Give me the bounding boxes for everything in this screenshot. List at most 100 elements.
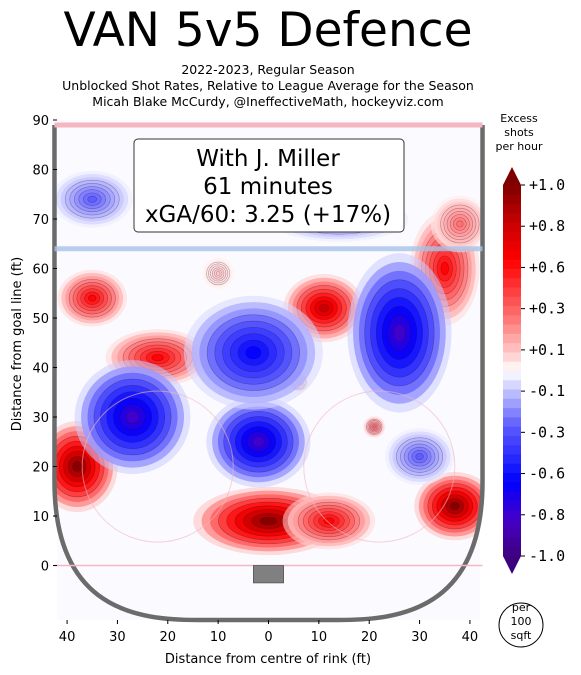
colorbar-step: [503, 537, 521, 548]
heat-contour: [440, 261, 449, 276]
heat-contour: [72, 461, 82, 472]
heat-contour: [245, 346, 262, 360]
annotation-box-frame: [133, 138, 405, 233]
colorbar-step: [503, 426, 521, 436]
heat-contour: [87, 195, 98, 203]
heat-contour: [415, 453, 424, 461]
y-tick-label: 20: [32, 461, 49, 476]
colorbar-step: [503, 324, 521, 334]
colorbar-step: [503, 509, 521, 520]
colorbar-label: -0.1: [529, 382, 565, 400]
heat-contour: [456, 220, 464, 228]
colorbar-step: [503, 333, 521, 344]
colorbar-step: [503, 203, 521, 214]
chart-title: VAN 5v5 Defence: [63, 3, 473, 58]
heat-hotspot: [362, 415, 386, 439]
x-tick-label: 20: [160, 630, 177, 645]
x-tick-label: 30: [109, 630, 126, 645]
colorbar-step: [503, 185, 521, 195]
colorbar-step: [503, 222, 521, 232]
annotation-player: With J. Miller: [196, 146, 340, 172]
colorbar-step: [503, 296, 521, 307]
y-tick-label: 60: [32, 263, 49, 278]
colorbar-label: +0.3: [529, 300, 565, 318]
colorbar-step: [503, 314, 521, 325]
colorbar-step: [503, 361, 521, 371]
y-tick-label: 80: [32, 164, 49, 179]
colorbar-step: [503, 342, 521, 353]
heat-contour: [393, 323, 406, 343]
heat-contour: [450, 502, 460, 511]
colorbar-step: [503, 491, 521, 501]
unit-badge: per 100 sqft: [498, 601, 544, 648]
y-tick-label: 0: [41, 560, 49, 575]
y-tick-label: 10: [32, 510, 49, 525]
colorbar-label: -0.6: [529, 465, 565, 483]
colorbar-step: [503, 518, 521, 529]
heat-contour: [88, 294, 97, 302]
colorbar-step: [503, 305, 521, 316]
colorbar-step: [503, 268, 521, 279]
x-tick-label: 10: [210, 630, 227, 645]
colorbar-step: [503, 351, 521, 362]
heat-hotspot: [414, 471, 483, 541]
colorbar-step: [503, 398, 521, 409]
colorbar-step: [503, 528, 521, 538]
y-tick-label: 90: [32, 114, 49, 129]
goal-net: [252, 565, 285, 584]
y-tick-label: 70: [32, 213, 49, 228]
colorbar-step: [503, 546, 521, 557]
x-axis-label: Distance from centre of rink (ft): [165, 652, 371, 667]
heat-hotspot: [57, 269, 127, 327]
colorbar-step: [503, 212, 521, 223]
heat-contour: [151, 354, 164, 362]
colorbar-step: [503, 231, 521, 242]
colorbar-title-line-1: Excess: [500, 112, 538, 125]
heat-hotspot: [347, 253, 452, 413]
heat-contour: [319, 304, 329, 313]
colorbar-step: [503, 444, 521, 455]
x-tick-label: 0: [264, 630, 272, 645]
colorbar-step: [503, 472, 521, 483]
heat-contour: [252, 436, 265, 448]
unit-line-3: sqft: [511, 629, 532, 642]
colorbar-label: -0.3: [529, 423, 565, 441]
colorbar-step: [503, 481, 521, 492]
colorbar-title-line-2: shots: [504, 126, 534, 139]
heat-hotspot: [282, 492, 376, 550]
colorbar-step: [503, 194, 521, 205]
colorbar-label: +1.0: [529, 176, 565, 194]
colorbar-step: [503, 249, 521, 260]
colorbar-step: [503, 287, 521, 297]
unit-circle: [498, 602, 544, 648]
x-tick-label: 30: [411, 630, 428, 645]
colorbar-step: [503, 259, 521, 269]
annotation-xga: xGA/60: 3.25 (+17%): [145, 202, 391, 228]
colorbar-cap-bottom: [503, 556, 521, 574]
colorbar: Excess shots per hour +1.0 +0.8 +0.6 +0.3 +0…: [496, 112, 565, 574]
colorbar-step: [503, 416, 521, 427]
unit-line-1: per: [512, 601, 531, 614]
colorbar-step: [503, 435, 521, 446]
x-tick-label: 40: [59, 630, 76, 645]
x-tick-label: 40: [462, 630, 479, 645]
heat-hotspot: [183, 295, 323, 410]
faceoff-circle-right: [303, 390, 456, 543]
heat-hotspot: [74, 360, 191, 474]
colorbar-label: -1.0: [529, 547, 565, 565]
heat-hotspot: [200, 256, 236, 291]
subtitle-description: Unblocked Shot Rates, Relative to League…: [62, 78, 474, 93]
colorbar-step: [503, 370, 521, 381]
y-tick-label: 50: [32, 312, 49, 327]
colorbar-label: +0.6: [529, 258, 565, 276]
colorbar-label: -0.8: [529, 506, 565, 524]
unit-line-2: 100: [511, 615, 532, 628]
heat-contour: [259, 516, 278, 526]
x-tick-label: 10: [311, 630, 328, 645]
subtitle-author: Micah Blake McCurdy, @IneffectiveMath, h…: [92, 94, 444, 109]
faceoff-circle-left: [81, 390, 234, 543]
colorbar-step: [503, 453, 521, 464]
colorbar-step: [503, 379, 521, 390]
colorbar-step: [503, 407, 521, 418]
